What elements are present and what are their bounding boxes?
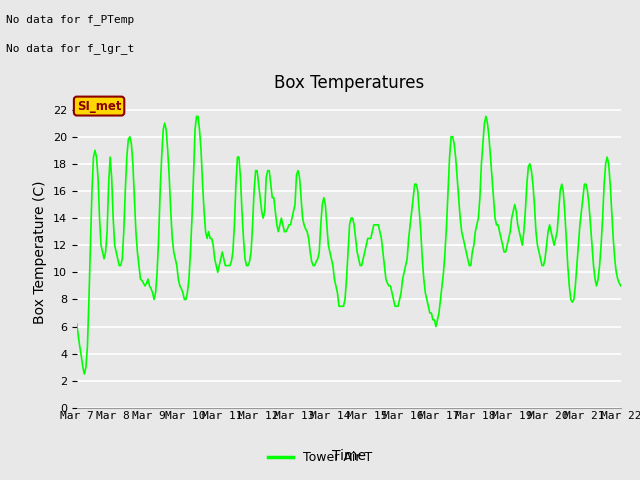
Y-axis label: Box Temperature (C): Box Temperature (C) (33, 180, 47, 324)
Legend: Tower Air T: Tower Air T (263, 446, 377, 469)
X-axis label: Time: Time (332, 448, 366, 463)
Text: No data for f_lgr_t: No data for f_lgr_t (6, 43, 134, 54)
Text: SI_met: SI_met (77, 99, 122, 113)
Title: Box Temperatures: Box Temperatures (274, 73, 424, 92)
Text: No data for f_PTemp: No data for f_PTemp (6, 14, 134, 25)
